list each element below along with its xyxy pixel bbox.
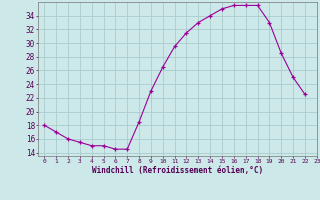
X-axis label: Windchill (Refroidissement éolien,°C): Windchill (Refroidissement éolien,°C) — [92, 166, 263, 175]
